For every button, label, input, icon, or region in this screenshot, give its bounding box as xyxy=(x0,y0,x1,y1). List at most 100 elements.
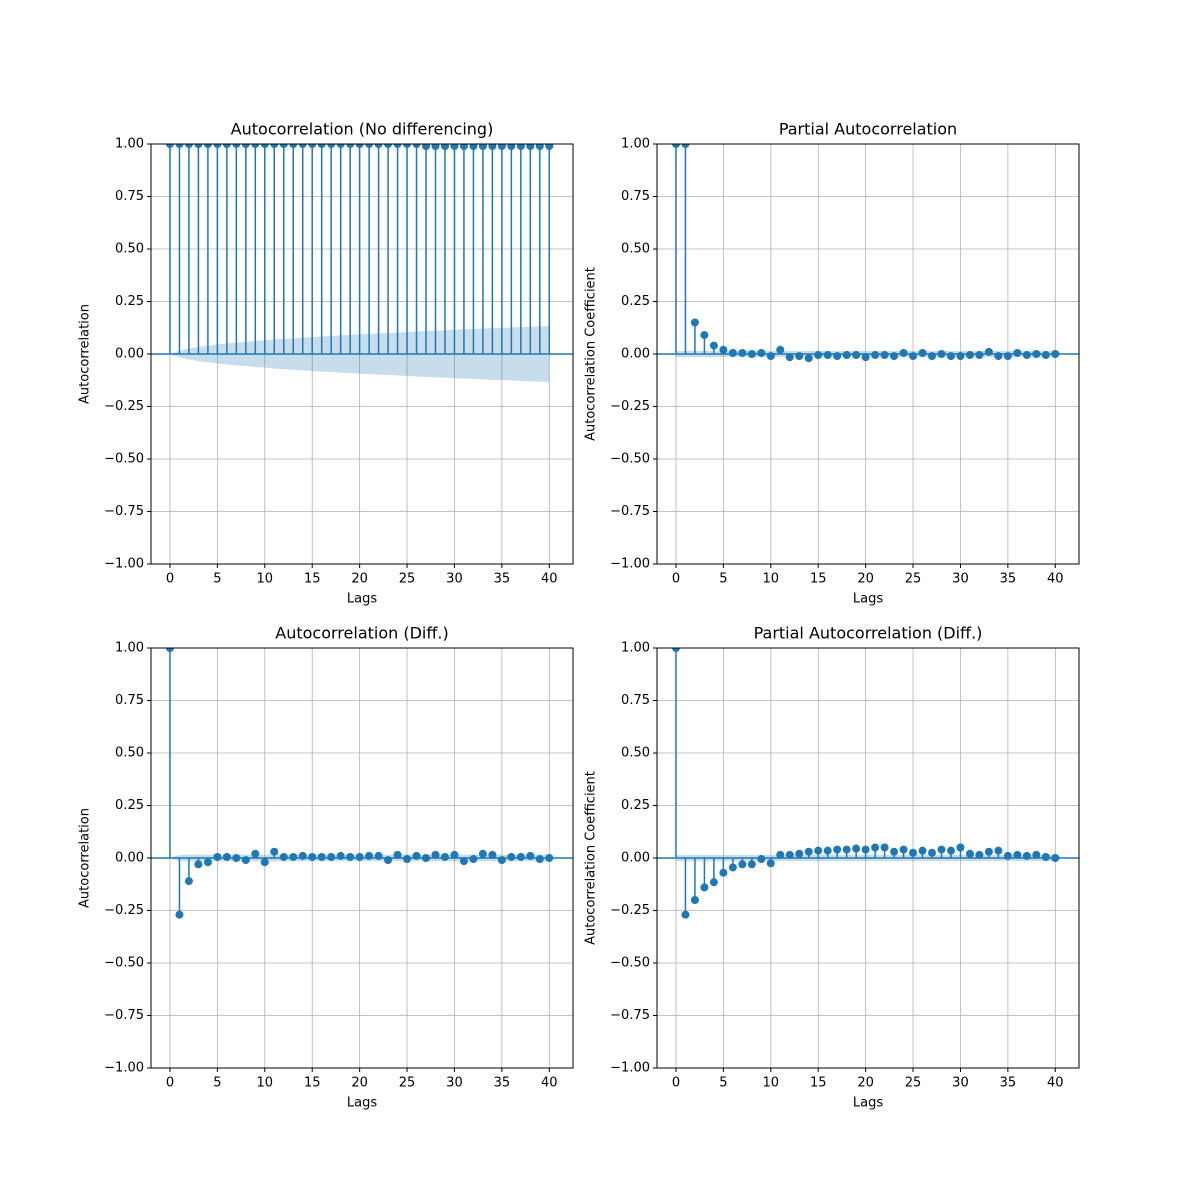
marker xyxy=(1032,350,1041,358)
y-tick-label: 0.25 xyxy=(115,798,144,813)
marker xyxy=(327,144,336,148)
x-tick-label: 0 xyxy=(166,572,174,587)
marker xyxy=(213,852,222,861)
x-tick-label: 30 xyxy=(952,1076,969,1091)
marker xyxy=(412,851,421,860)
marker xyxy=(422,144,431,151)
marker xyxy=(937,350,946,358)
x-tick-label: 5 xyxy=(213,1076,221,1091)
marker xyxy=(431,850,440,859)
marker xyxy=(469,144,478,151)
axes-frame xyxy=(150,647,574,1069)
marker xyxy=(308,144,317,148)
marker xyxy=(690,896,699,904)
y-tick-label: 1.00 xyxy=(115,641,144,656)
x-tick-label: 0 xyxy=(166,1076,174,1091)
marker xyxy=(203,858,212,867)
y-tick-label: −0.50 xyxy=(104,452,144,467)
x-tick-label: 20 xyxy=(857,1076,874,1091)
axes-frame xyxy=(150,143,574,565)
x-tick-label: 15 xyxy=(810,572,827,587)
y-tick-label: 1.00 xyxy=(621,137,650,152)
marker xyxy=(516,144,525,151)
marker xyxy=(984,347,993,356)
marker xyxy=(738,860,747,869)
marker xyxy=(184,877,193,886)
marker xyxy=(355,852,364,861)
marker xyxy=(1013,850,1022,859)
marker xyxy=(526,144,535,151)
y-tick-label: −0.50 xyxy=(104,956,144,971)
y-tick-label: −1.00 xyxy=(610,1061,650,1076)
marker xyxy=(871,351,880,360)
marker xyxy=(785,850,794,859)
marker xyxy=(393,850,402,859)
marker xyxy=(804,847,813,856)
y-tick-label: −1.00 xyxy=(104,1061,144,1076)
marker xyxy=(232,144,241,148)
marker xyxy=(975,850,984,859)
marker xyxy=(507,144,516,151)
y-tick-label: 0.25 xyxy=(621,294,650,309)
x-tick-label: 10 xyxy=(763,572,780,587)
marker xyxy=(984,847,993,856)
marker xyxy=(814,351,823,360)
marker xyxy=(450,850,459,859)
marker xyxy=(346,144,355,148)
x-tick-label: 25 xyxy=(399,572,416,587)
marker xyxy=(842,845,851,854)
marker xyxy=(690,318,699,327)
marker xyxy=(994,352,1003,361)
y-tick-label: −0.25 xyxy=(104,399,144,414)
marker xyxy=(175,144,184,148)
marker xyxy=(327,852,336,861)
marker xyxy=(365,851,374,860)
marker xyxy=(719,345,728,354)
y-tick-label: −0.75 xyxy=(104,504,144,519)
marker xyxy=(374,144,383,148)
marker xyxy=(535,144,544,151)
marker xyxy=(469,855,478,864)
y-tick-label: −0.50 xyxy=(610,956,650,971)
marker xyxy=(785,353,794,362)
marker xyxy=(719,868,728,877)
marker xyxy=(823,351,832,360)
marker xyxy=(1032,850,1041,859)
marker xyxy=(365,144,374,148)
marker xyxy=(871,843,880,852)
marker xyxy=(1041,351,1050,360)
marker xyxy=(222,852,231,861)
plot-area xyxy=(657,144,1079,363)
x-tick-label: 0 xyxy=(672,1076,680,1091)
marker xyxy=(833,845,842,854)
marker xyxy=(946,846,955,855)
chart-title: Autocorrelation (No differencing) xyxy=(231,120,494,139)
marker xyxy=(516,852,525,861)
x-tick-label: 5 xyxy=(213,572,221,587)
x-axis-label: Lags xyxy=(853,592,883,607)
y-tick-label: −1.00 xyxy=(104,557,144,572)
marker xyxy=(899,845,908,854)
marker xyxy=(681,144,690,148)
marker xyxy=(317,852,326,861)
marker xyxy=(937,845,946,854)
subplot: 0 5 10 15 20 25 30 35 40 −1.00 −0.75 −0.50 −0.25 0.00… xyxy=(584,624,1080,1111)
marker xyxy=(766,859,775,868)
marker xyxy=(738,348,747,357)
marker xyxy=(270,144,279,148)
marker xyxy=(852,844,861,853)
y-tick-label: −0.25 xyxy=(610,399,650,414)
x-tick-label: 20 xyxy=(351,572,368,587)
y-tick-label: −1.00 xyxy=(610,557,650,572)
marker xyxy=(842,351,851,360)
marker xyxy=(478,144,487,151)
marker xyxy=(776,850,785,859)
marker xyxy=(909,352,918,361)
marker xyxy=(709,341,718,350)
y-tick-label: 1.00 xyxy=(621,641,650,656)
marker xyxy=(909,848,918,857)
marker xyxy=(384,856,393,865)
marker xyxy=(203,144,212,148)
y-tick-label: −0.25 xyxy=(610,903,650,918)
